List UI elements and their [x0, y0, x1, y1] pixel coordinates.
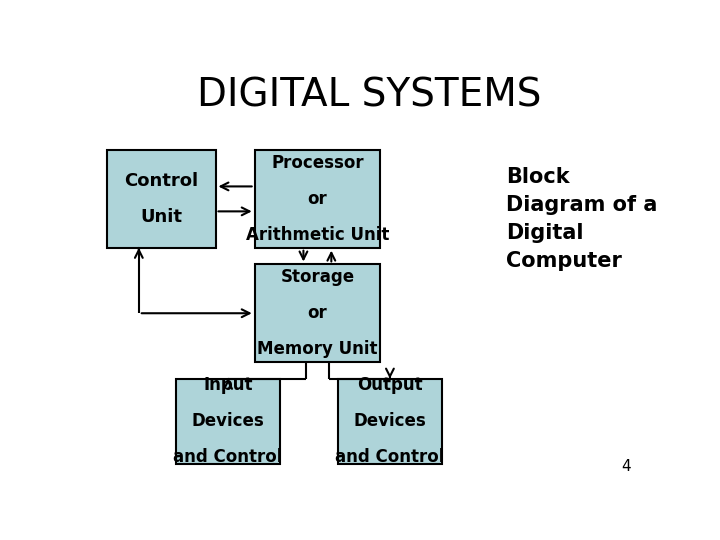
Text: DIGITAL SYSTEMS: DIGITAL SYSTEMS: [197, 77, 541, 115]
FancyBboxPatch shape: [176, 379, 279, 464]
Text: Input

Devices

and Control: Input Devices and Control: [174, 376, 283, 467]
FancyBboxPatch shape: [255, 265, 380, 362]
FancyBboxPatch shape: [338, 379, 441, 464]
Text: Output

Devices

and Control: Output Devices and Control: [336, 376, 445, 467]
Text: Block
Diagram of a
Digital
Computer: Block Diagram of a Digital Computer: [505, 167, 657, 271]
Text: Processor

or

Arithmetic Unit: Processor or Arithmetic Unit: [246, 154, 389, 244]
FancyBboxPatch shape: [107, 150, 215, 248]
Text: Storage

or

Memory Unit: Storage or Memory Unit: [257, 268, 377, 358]
Text: Control

Unit: Control Unit: [124, 172, 198, 226]
FancyBboxPatch shape: [255, 150, 380, 248]
Text: 4: 4: [621, 460, 631, 474]
